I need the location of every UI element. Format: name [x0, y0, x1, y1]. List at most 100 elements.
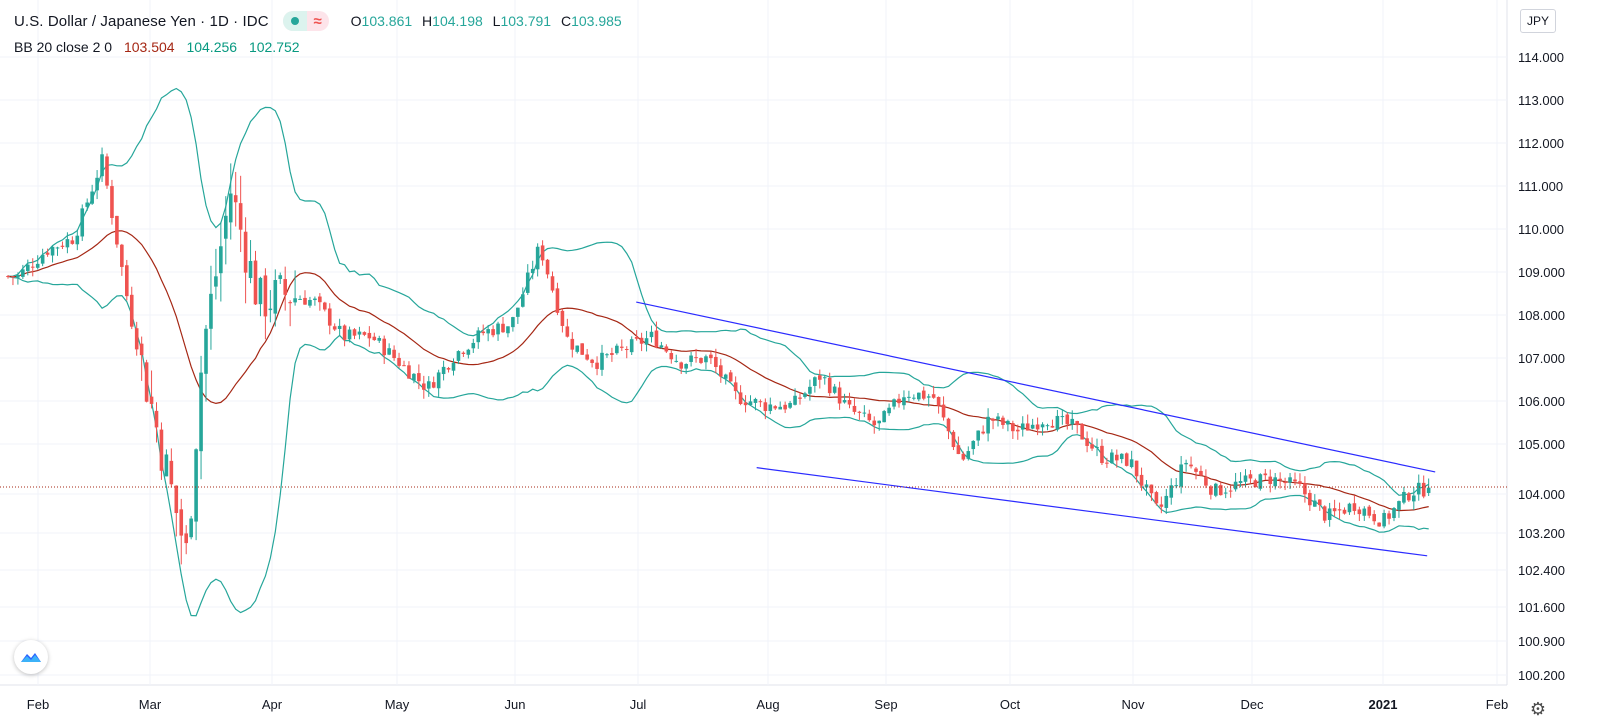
candle-body [768, 404, 773, 411]
candle-body [1407, 493, 1411, 501]
candle-body [1218, 485, 1223, 496]
y-tick-label: 103.200 [1518, 526, 1565, 541]
candle-body [377, 338, 382, 341]
candle-body [1179, 464, 1183, 487]
x-tick-label: Feb [1486, 697, 1508, 712]
y-tick-label: 110.000 [1518, 222, 1564, 237]
candle-body [55, 247, 60, 249]
candle-body [1199, 470, 1203, 476]
candle-body [684, 364, 688, 369]
candle-body [11, 276, 15, 278]
candle-body [1426, 487, 1431, 493]
candle-body [560, 310, 565, 326]
candle-body [629, 339, 634, 353]
candle-body [115, 215, 119, 245]
candle-body [778, 406, 782, 410]
candle-body [1065, 414, 1070, 425]
candle-body [248, 261, 253, 278]
candle-body [976, 430, 980, 441]
x-tick-label: 2021 [1369, 697, 1398, 712]
candle-body [1238, 481, 1243, 483]
y-tick-label: 114.000 [1518, 50, 1564, 65]
candle-body [941, 404, 946, 418]
candle-body [134, 328, 139, 350]
tradingview-logo-icon[interactable] [14, 640, 48, 674]
candle-body [308, 299, 312, 306]
wave-icon: ≈ [313, 12, 322, 30]
candle-body [1288, 477, 1292, 483]
candle-body [714, 356, 718, 367]
candle-body [991, 418, 995, 421]
candle-body [1080, 423, 1084, 440]
candle-body [1204, 476, 1208, 486]
candle-body [1421, 482, 1426, 497]
candle-body [149, 396, 154, 404]
candle-body [590, 359, 594, 363]
candle-body [842, 400, 847, 403]
candle-body [1020, 423, 1025, 430]
candle-body [184, 533, 188, 544]
candle-body [605, 354, 609, 356]
symbol-title[interactable]: U.S. Dollar / Japanese Yen · 1D · IDC [14, 12, 269, 30]
candle-body [1387, 513, 1391, 519]
candle-body [704, 356, 708, 363]
candle-body [1377, 522, 1381, 527]
candle-body [209, 293, 213, 329]
candle-body [263, 275, 268, 317]
candle-body [649, 331, 654, 338]
candle-body [214, 276, 218, 287]
candle-body [654, 330, 659, 348]
candle-body [1070, 418, 1075, 425]
candle-body [204, 328, 208, 374]
x-tick-label: Jul [630, 697, 647, 712]
candle-body [471, 342, 476, 349]
candle-body [748, 401, 753, 406]
candle-body [733, 382, 738, 392]
candle-body [60, 245, 65, 247]
x-tick-label: May [385, 697, 410, 712]
candle-body [45, 252, 50, 255]
candle-body [813, 377, 817, 386]
y-tick-label: 107.000 [1518, 351, 1565, 366]
candle-body [575, 345, 580, 352]
candle-body [570, 338, 575, 350]
candle-body [827, 377, 832, 394]
x-tick-label: Aug [756, 697, 779, 712]
candle-body [788, 402, 792, 408]
candle-body [783, 404, 787, 410]
bollinger-legend[interactable]: BB 20 close 2 0 103.504 104.256 102.752 [14, 39, 300, 55]
y-tick-label: 102.400 [1518, 563, 1565, 578]
candle-body [1293, 479, 1297, 482]
candle-body [367, 332, 372, 339]
candle-body [951, 431, 956, 448]
candle-body [535, 246, 540, 270]
x-tick-label: Oct [1000, 697, 1021, 712]
candle-body [1119, 453, 1124, 460]
candle-body [516, 307, 520, 317]
candle-body [832, 386, 837, 393]
candle-body [996, 416, 1000, 420]
candle-body [1223, 492, 1228, 494]
candle-body [1352, 503, 1357, 511]
y-tick-label: 111.000 [1518, 179, 1563, 194]
candle-body [1313, 500, 1317, 507]
candle-body [753, 398, 758, 403]
indicator-status-pill[interactable]: ≈ [282, 11, 329, 31]
candle-body [862, 412, 867, 414]
candle-body [1016, 429, 1020, 432]
candle-body [243, 231, 248, 273]
candle-body [35, 263, 40, 268]
candle-body [501, 323, 505, 333]
candle-body [872, 420, 877, 426]
open-value: 103.861 [361, 13, 413, 29]
x-tick-label: Feb [27, 697, 49, 712]
candle-body [1110, 452, 1114, 464]
candle-body [699, 357, 703, 363]
candle-body [357, 331, 362, 335]
currency-button[interactable]: JPY [1520, 9, 1556, 33]
gear-icon[interactable]: ⚙ [1529, 699, 1547, 719]
candle-body [283, 279, 287, 295]
y-tick-label: 100.200 [1518, 668, 1565, 683]
candle-body [332, 326, 337, 330]
